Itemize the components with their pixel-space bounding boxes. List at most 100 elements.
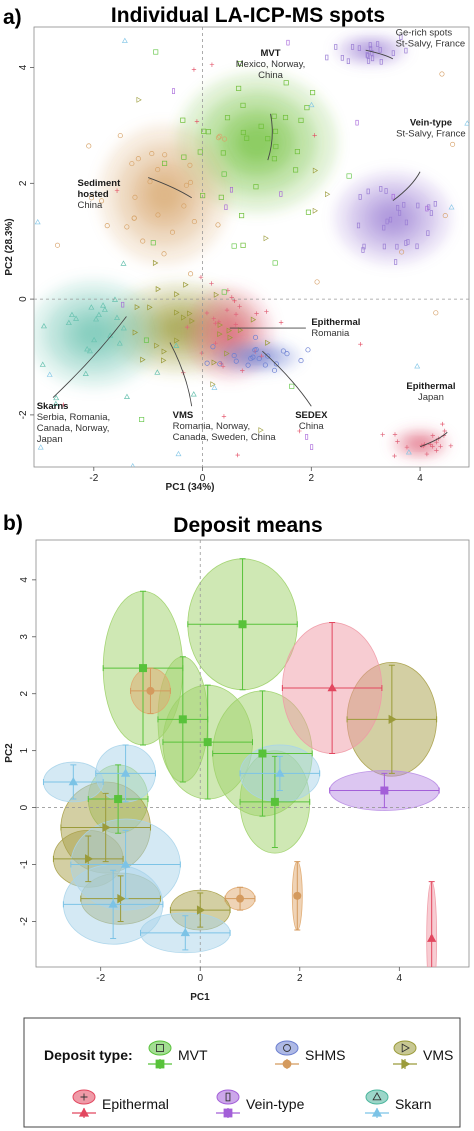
spot-vms — [224, 350, 230, 357]
spot-vein-type — [366, 188, 370, 195]
annotation-leader — [392, 171, 421, 202]
spot-vms — [217, 331, 223, 338]
spot-vms — [312, 167, 319, 174]
spot-epithermal — [264, 309, 269, 314]
spot-epithermal — [254, 311, 259, 316]
spot-epithermal — [185, 324, 190, 330]
spot-shms — [99, 198, 105, 204]
spot-vein-type — [229, 187, 233, 193]
spot-vein-type — [305, 434, 309, 440]
spot-shms — [271, 367, 278, 373]
legend-swatch-marker — [282, 1059, 292, 1069]
panel-a-y-tick-label: 2 — [18, 180, 29, 186]
annotation-heading: Sediment — [78, 178, 122, 189]
spot-mvt — [310, 90, 316, 96]
spot-shms — [124, 224, 130, 230]
spot-epithermal — [358, 342, 363, 347]
panel-a-title: Individual LA-ICP-MS spots — [111, 4, 385, 27]
spot-vms — [227, 334, 233, 341]
legend-label: Skarn — [395, 1096, 432, 1112]
panel-b-mean-markers — [68, 620, 437, 942]
spot-epithermal — [395, 439, 400, 444]
spot-vms — [258, 427, 264, 434]
panel-b-y-tick-label: -2 — [19, 917, 30, 926]
panel-a-x-axis-label: PC1 (34%) — [166, 482, 215, 493]
spot-epithermal — [430, 433, 435, 438]
mean-marker-skarn — [120, 859, 131, 868]
spot-vein-type — [346, 58, 350, 64]
spot-skarn — [123, 393, 130, 400]
mean-marker-mvt — [258, 749, 267, 758]
spot-mvt — [265, 136, 271, 142]
spot-shms — [131, 215, 137, 221]
spot-skarn — [40, 322, 47, 329]
spot-shms — [256, 356, 262, 362]
annotation-heading: MVT — [261, 48, 281, 59]
spot-skarn — [154, 369, 161, 375]
panel-b-y-tick-label: 0 — [19, 804, 30, 810]
spot-shms — [252, 334, 259, 340]
spot-vein-type — [395, 243, 399, 250]
annotation-heading: Vein-type — [410, 117, 452, 128]
legend-label: MVT — [178, 1047, 208, 1063]
annotation-heading: VMS — [173, 410, 194, 421]
legend-title: Deposit type: — [44, 1047, 133, 1063]
annotation-text: Japan — [37, 434, 63, 445]
spot-skarn — [46, 371, 53, 377]
annotation-text: Ge-rich spots — [396, 28, 453, 39]
spot-shms — [155, 212, 161, 218]
panel-a-reference-lines — [34, 27, 469, 467]
spot-epithermal — [221, 414, 227, 419]
mean-marker-shms — [236, 894, 245, 903]
mean-marker-shms — [146, 686, 155, 695]
spot-shms — [215, 135, 222, 141]
spot-shms — [129, 161, 135, 167]
spot-shms — [298, 358, 304, 364]
spot-epithermal — [216, 319, 222, 325]
spot-vein-type — [340, 55, 344, 61]
spot-vms — [189, 317, 195, 325]
spot-shms — [187, 162, 193, 168]
spot-mvt — [273, 143, 279, 150]
spot-shms — [250, 354, 256, 360]
spot-epithermal — [424, 451, 430, 457]
spot-epithermal — [209, 62, 215, 67]
spot-shms — [233, 358, 239, 364]
spot-mvt — [221, 289, 227, 295]
legend: Deposit type: MVT SHMS VMS Epithermal Vein-t… — [23, 1017, 461, 1128]
panel-b-x-tick-label: -2 — [96, 973, 105, 984]
mean-marker-mvt — [114, 795, 123, 804]
spot-vms — [181, 314, 187, 321]
spot-vms — [213, 291, 220, 298]
spot-shms — [210, 344, 216, 350]
spot-vein-type — [416, 202, 420, 209]
legend-items: MVT SHMS VMS Epithermal Vein-type Skarn — [72, 1040, 453, 1118]
legend-swatch-marker — [155, 1059, 165, 1069]
panel-a-ticks: -2 0 2 4 -2 0 2 4 — [18, 64, 423, 484]
spot-mvt — [294, 149, 300, 155]
annotation-text: Romania, Norway, — [173, 421, 250, 432]
spot-vein-type — [286, 39, 290, 46]
annotation-leader — [148, 177, 192, 199]
spot-vms — [132, 329, 139, 336]
panel-b-x-tick-label: 0 — [197, 973, 203, 984]
spot-skarn — [84, 345, 91, 352]
spot-mvt — [239, 213, 245, 219]
spot-mvt — [289, 383, 295, 389]
panel-a: a) Individual LA-ICP-MS spots -2 0 2 4 -2 0 2 4… — [3, 4, 470, 493]
spot-shms — [305, 347, 311, 353]
spot-vein-type — [376, 41, 380, 47]
spot-mvt — [218, 194, 224, 200]
legend-label: Vein-type — [246, 1096, 305, 1112]
spot-vein-type — [350, 44, 355, 50]
spot-shms — [399, 249, 405, 255]
spot-vein-type — [378, 47, 382, 53]
panel-b-x-tick-label: 2 — [297, 973, 303, 984]
spot-epithermal — [220, 364, 226, 369]
panel-b-y-tick-label: 4 — [19, 577, 30, 583]
spot-vein-type — [391, 50, 395, 56]
spot-mvt — [150, 240, 156, 246]
density-cloud-mvt — [236, 124, 278, 162]
annotation-text: St-Salvy, France — [396, 128, 466, 139]
mean-marker-vms — [117, 894, 126, 904]
